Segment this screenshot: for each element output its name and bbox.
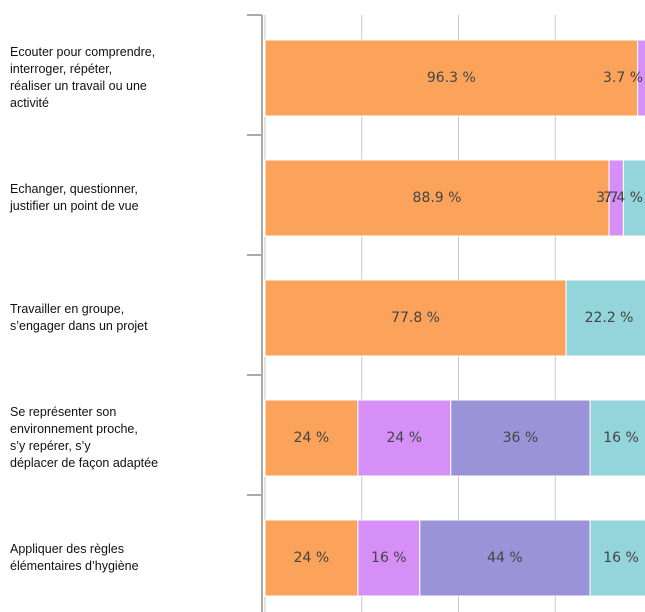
- category-label: Echanger, questionner, justifier un poin…: [10, 182, 139, 213]
- value-label: 24 %: [294, 550, 330, 566]
- bar-segment: [589, 399, 645, 477]
- value-label: 7.4 %: [603, 190, 643, 206]
- value-label: 96.3 %: [427, 70, 476, 86]
- bar-segment: [264, 279, 567, 357]
- value-label: 16 %: [603, 550, 639, 566]
- bar-segment: [622, 159, 645, 237]
- bar-segment: [264, 519, 359, 597]
- bar-segment: [357, 399, 452, 477]
- value-label: 3.7 %: [603, 70, 643, 86]
- value-label: 77.8 %: [391, 310, 440, 326]
- category-label: Se représenter son environnement proche,…: [10, 405, 159, 470]
- category-label: Appliquer des règles élémentaires d’hygi…: [10, 542, 139, 573]
- bar-segment: [264, 159, 610, 237]
- bar-segment: [264, 399, 359, 477]
- value-label: 24 %: [387, 430, 423, 446]
- bar-segment: [565, 279, 645, 357]
- category-label: Travailler en groupe, s’engager dans un …: [10, 302, 148, 333]
- bar-segment: [589, 519, 645, 597]
- bar-segment: [419, 519, 591, 597]
- value-label: 44 %: [487, 550, 523, 566]
- value-label: 24 %: [294, 430, 330, 446]
- value-label: 16 %: [603, 430, 639, 446]
- value-label: 36 %: [503, 430, 539, 446]
- bar-segment: [357, 519, 421, 597]
- value-label: 22.2 %: [585, 310, 634, 326]
- value-label: 16 %: [371, 550, 407, 566]
- category-label: Ecouter pour comprendre, interroger, rép…: [10, 45, 156, 110]
- bar-segment: [450, 399, 591, 477]
- value-label: 88.9 %: [413, 190, 462, 206]
- bar-segment: [264, 39, 639, 117]
